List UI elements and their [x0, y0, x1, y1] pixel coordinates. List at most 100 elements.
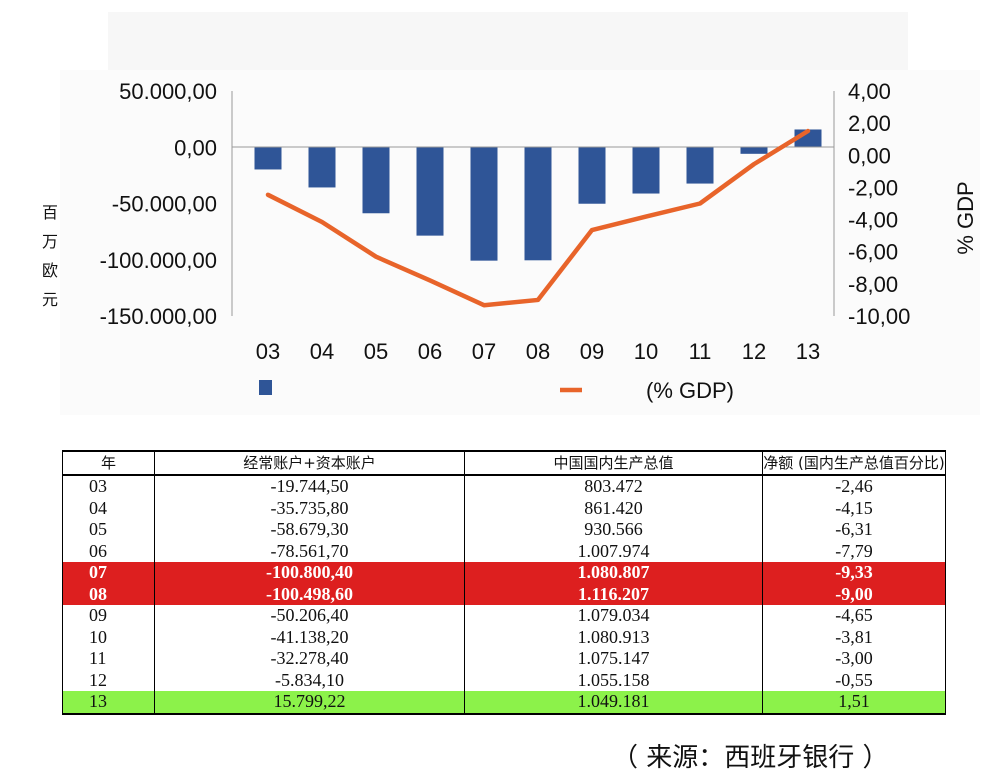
table-header-row: 年 经常账户+资本账户 中国国内生产总值 净额 (国内生产总值百分比): [62, 450, 946, 476]
left-tick-label: 0,00: [174, 135, 217, 160]
x-tick-label: 04: [310, 339, 334, 364]
right-tick-label: 2,00: [848, 111, 891, 136]
cell-net-gdp-percent: -0,55: [762, 669, 946, 691]
cell-gdp: 1.080.807: [464, 562, 763, 584]
table-row: 04 -35.735,80 861.420 -4,15: [62, 497, 946, 519]
cell-net-gdp-percent: -3,00: [762, 648, 946, 670]
table-row: 07 -100.800,40 1.080.807 -9,33: [62, 562, 946, 584]
bar: [254, 147, 282, 170]
cell-net-gdp-percent: -7,79: [762, 540, 946, 562]
right-axis-label: % GDP: [953, 181, 978, 254]
header-current-capital-account: 经常账户+资本账户: [154, 450, 465, 476]
cell-net-gdp-percent: -2,46: [762, 475, 946, 498]
legend-line-label: (% GDP): [646, 378, 734, 403]
right-tick-label: -8,00: [848, 272, 898, 297]
cell-year: 12: [62, 669, 155, 691]
cell-gdp: 1.080.913: [464, 626, 763, 648]
cell-current-capital-account: -58.679,30: [154, 519, 465, 541]
x-tick-label: 12: [742, 339, 766, 364]
bar: [740, 147, 768, 154]
left-tick-label: -50.000,00: [112, 192, 217, 217]
plot-background: [60, 70, 980, 415]
legend-bar-swatch: [259, 380, 272, 395]
x-tick-label: 11: [689, 339, 712, 364]
bar: [578, 147, 606, 204]
table-row: 13 15.799,22 1.049.181 1,51: [62, 691, 946, 715]
cell-gdp: 1.116.207: [464, 583, 763, 605]
cell-gdp: 1.049.181: [464, 691, 763, 715]
cell-year: 11: [62, 648, 155, 670]
cell-gdp: 1.055.158: [464, 669, 763, 691]
cell-current-capital-account: -78.561,70: [154, 540, 465, 562]
cell-current-capital-account: 15.799,22: [154, 691, 465, 715]
cell-net-gdp-percent: 1,51: [762, 691, 946, 715]
left-tick-label: -100.000,00: [100, 248, 217, 273]
cell-gdp: 1.075.147: [464, 648, 763, 670]
table-row: 08 -100.498,60 1.116.207 -9,00: [62, 583, 946, 605]
bar-series: [254, 129, 822, 261]
cell-year: 04: [62, 497, 155, 519]
bar: [362, 147, 390, 214]
right-tick-label: -6,00: [848, 240, 898, 265]
bar: [470, 147, 498, 261]
cell-current-capital-account: -32.278,40: [154, 648, 465, 670]
cell-net-gdp-percent: -6,31: [762, 519, 946, 541]
cell-year: 07: [62, 562, 155, 584]
x-tick-label: 03: [256, 339, 280, 364]
bar: [416, 147, 444, 236]
x-tick-label: 08: [526, 339, 550, 364]
left-axis-label-char: 元: [42, 290, 58, 309]
left-axis-label-char: 万: [42, 232, 58, 251]
left-axis-label-char: 欧: [42, 261, 58, 280]
table-row: 06 -78.561,70 1.007.974 -7,79: [62, 540, 946, 562]
table-row: 10 -41.138,20 1.080.913 -3,81: [62, 626, 946, 648]
bar: [308, 147, 336, 188]
cell-year: 03: [62, 475, 155, 498]
left-axis-label-char: 百: [42, 203, 58, 222]
data-table: 年 经常账户+资本账户 中国国内生产总值 净额 (国内生产总值百分比) 03 -1…: [62, 450, 946, 715]
cell-net-gdp-percent: -3,81: [762, 626, 946, 648]
left-tick-label: 50.000,00: [119, 79, 217, 104]
x-axis: 03 04 05 06 07 08 09 10 11 12 13: [256, 339, 820, 364]
table-row: 05 -58.679,30 930.566 -6,31: [62, 519, 946, 541]
bar: [524, 147, 552, 261]
right-tick-label: -4,00: [848, 208, 898, 233]
table-row: 03 -19.744,50 803.472 -2,46: [62, 475, 946, 498]
cell-year: 13: [62, 691, 155, 715]
gdp-percent-line: [265, 128, 811, 308]
cell-gdp: 1.007.974: [464, 540, 763, 562]
right-tick-label: 0,00: [848, 143, 891, 168]
bar: [632, 147, 660, 194]
table-row: 12 -5.834,10 1.055.158 -0,55: [62, 669, 946, 691]
cell-current-capital-account: -5.834,10: [154, 669, 465, 691]
cell-current-capital-account: -100.498,60: [154, 583, 465, 605]
table-row: 11 -32.278,40 1.075.147 -3,00: [62, 648, 946, 670]
x-tick-label: 13: [796, 339, 820, 364]
cell-current-capital-account: -35.735,80: [154, 497, 465, 519]
x-tick-label: 05: [364, 339, 388, 364]
cell-current-capital-account: -50.206,40: [154, 605, 465, 627]
cell-current-capital-account: -19.744,50: [154, 475, 465, 498]
right-tick-label: -10,00: [848, 304, 910, 329]
legend: (% GDP): [259, 378, 734, 403]
header-net-gdp-percent: 净额 (国内生产总值百分比): [762, 450, 946, 476]
x-tick-label: 06: [418, 339, 442, 364]
right-tick-label: 4,00: [848, 79, 891, 104]
left-axis: 50.000,00 0,00 -50.000,00 -100.000,00 -150.0…: [100, 79, 217, 329]
right-axis: 4,00 2,00 0,00 -2,00 -4,00 -6,00 -8,00 -10,00: [848, 79, 910, 329]
cell-gdp: 861.420: [464, 497, 763, 519]
table-row: 09 -50.206,40 1.079.034 -4,65: [62, 605, 946, 627]
cell-current-capital-account: -41.138,20: [154, 626, 465, 648]
cell-year: 06: [62, 540, 155, 562]
bar: [686, 147, 714, 184]
table-body: 03 -19.744,50 803.472 -2,46 04 -35.735,80 861.…: [62, 475, 946, 715]
cell-year: 10: [62, 626, 155, 648]
cell-net-gdp-percent: -4,15: [762, 497, 946, 519]
left-tick-label: -150.000,00: [100, 304, 217, 329]
cell-year: 08: [62, 583, 155, 605]
x-tick-label: 09: [580, 339, 604, 364]
header-gdp: 中国国内生产总值: [464, 450, 763, 476]
cell-year: 09: [62, 605, 155, 627]
x-tick-label: 07: [472, 339, 496, 364]
